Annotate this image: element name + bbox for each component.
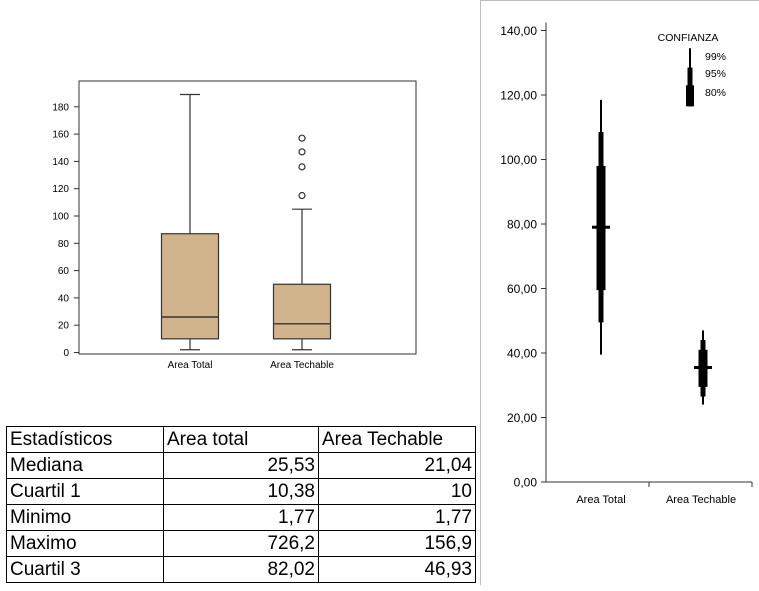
y-tick-label: 0 bbox=[63, 348, 69, 359]
y-tick-label: 120,00 bbox=[500, 89, 537, 103]
row-label: Minimo bbox=[6, 504, 164, 531]
x-tick-label: Area Techable bbox=[270, 360, 334, 371]
value-area-techable: 1,77 bbox=[318, 504, 476, 531]
value-area-techable: 156,9 bbox=[318, 530, 476, 557]
row-label: Mediana bbox=[6, 452, 164, 479]
y-tick-label: 40,00 bbox=[507, 347, 537, 361]
center-mark bbox=[694, 366, 712, 370]
y-tick-label: 100,00 bbox=[500, 153, 537, 167]
y-tick-label: 0,00 bbox=[514, 476, 538, 490]
value-area-total: 82,02 bbox=[163, 556, 319, 583]
header-area-techable: Area Techable bbox=[318, 426, 476, 453]
y-tick-label: 120 bbox=[52, 184, 69, 195]
legend: CONFIANZA 99% 95% 80% bbox=[658, 32, 726, 107]
header-statistics: Estadísticos bbox=[6, 426, 164, 453]
legend-bar-80 bbox=[686, 85, 694, 107]
y-tick-label: 140 bbox=[52, 157, 69, 168]
confidence-interval-chart: 0,00 20,00 40,00 60,00 80,00 100,00 120,00 140,… bbox=[500, 22, 753, 506]
y-axis: 0,00 20,00 40,00 60,00 80,00 100,00 120,00 140,… bbox=[500, 22, 753, 490]
value-area-techable: 46,93 bbox=[318, 556, 476, 583]
y-tick-label: 180 bbox=[52, 102, 69, 113]
table-row: Mediana 25,53 21,04 bbox=[6, 452, 476, 479]
y-axis: 0 20 40 60 80 100 120 140 160 180 bbox=[52, 102, 79, 359]
outlier-point bbox=[298, 163, 306, 171]
table-row: Minimo 1,77 1,77 bbox=[6, 504, 476, 531]
center-mark bbox=[592, 225, 610, 229]
y-tick-label: 40 bbox=[58, 293, 70, 304]
x-axis-labels: Area Total Area Techable bbox=[576, 494, 736, 506]
row-label: Cuartil 3 bbox=[6, 556, 164, 583]
confidence-interval-panel: 0,00 20,00 40,00 60,00 80,00 100,00 120,00 140,… bbox=[480, 0, 759, 585]
box bbox=[272, 283, 332, 340]
y-tick-label: 80 bbox=[58, 239, 70, 250]
y-tick-label: 60 bbox=[58, 266, 70, 277]
y-tick-label: 140,00 bbox=[500, 24, 537, 38]
y-tick-label: 80,00 bbox=[507, 218, 537, 232]
y-tick-label: 160 bbox=[52, 130, 69, 141]
table-row: Maximo 726,2 156,9 bbox=[6, 530, 476, 557]
interval-marks bbox=[592, 99, 712, 405]
value-area-techable: 10 bbox=[318, 478, 476, 505]
value-area-techable: 21,04 bbox=[318, 452, 476, 479]
legend-title: CONFIANZA bbox=[658, 32, 719, 44]
header-area-total: Area total bbox=[163, 426, 319, 453]
x-tick-label: Area Total bbox=[576, 494, 625, 506]
legend-entry: 99% bbox=[705, 51, 726, 63]
box bbox=[160, 233, 220, 340]
statistics-table: Estadísticos Area total Area Techable Me… bbox=[6, 426, 476, 583]
value-area-total: 1,77 bbox=[163, 504, 319, 531]
value-area-total: 726,2 bbox=[163, 530, 319, 557]
boxes bbox=[160, 93, 332, 351]
outlier-point bbox=[298, 148, 306, 156]
x-tick-label: Area Techable bbox=[666, 494, 736, 506]
outlier-point bbox=[298, 134, 306, 142]
y-tick-label: 100 bbox=[52, 212, 69, 223]
table-row: Cuartil 3 82,02 46,93 bbox=[6, 556, 476, 583]
y-tick-label: 60,00 bbox=[507, 282, 537, 296]
table-header-row: Estadísticos Area total Area Techable bbox=[6, 426, 476, 453]
value-area-total: 25,53 bbox=[163, 452, 319, 479]
y-tick-label: 20,00 bbox=[507, 411, 537, 425]
plot-frame bbox=[78, 80, 417, 355]
x-axis-labels: Area Total Area Techable bbox=[168, 360, 335, 371]
outlier-point bbox=[298, 191, 306, 200]
legend-entry: 80% bbox=[705, 87, 726, 99]
x-tick-label: Area Total bbox=[168, 360, 213, 371]
row-label: Maximo bbox=[6, 530, 164, 557]
row-label: Cuartil 1 bbox=[6, 478, 164, 505]
table-row: Cuartil 1 10,38 10 bbox=[6, 478, 476, 505]
value-area-total: 10,38 bbox=[163, 478, 319, 505]
y-tick-label: 20 bbox=[58, 321, 70, 332]
boxplot-panel: 0 20 40 60 80 100 120 140 160 180 Area Total Area … bbox=[0, 0, 480, 420]
legend-entry: 95% bbox=[705, 68, 726, 80]
